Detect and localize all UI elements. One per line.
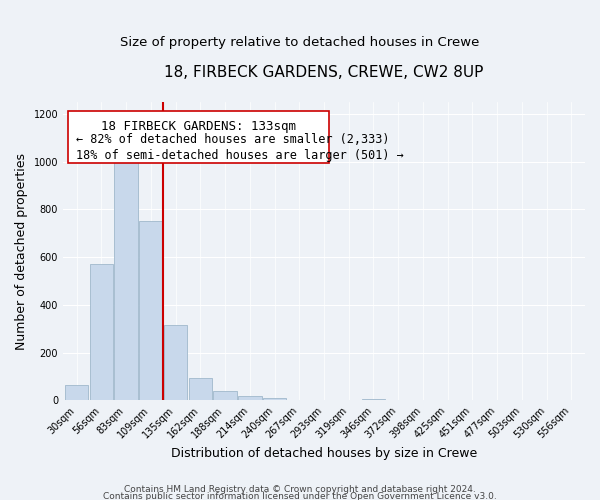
Bar bbox=[89, 264, 113, 400]
Text: Size of property relative to detached houses in Crewe: Size of property relative to detached ho… bbox=[121, 36, 479, 49]
FancyBboxPatch shape bbox=[68, 111, 329, 163]
Bar bbox=[362, 399, 385, 400]
Text: 18 FIRBECK GARDENS: 133sqm: 18 FIRBECK GARDENS: 133sqm bbox=[101, 120, 296, 133]
Bar bbox=[263, 398, 286, 400]
Bar bbox=[238, 396, 262, 400]
Bar bbox=[188, 378, 212, 400]
Bar bbox=[139, 222, 163, 400]
Bar bbox=[65, 385, 88, 400]
Text: 18% of semi-detached houses are larger (501) →: 18% of semi-detached houses are larger (… bbox=[76, 149, 404, 162]
Bar bbox=[164, 325, 187, 400]
Bar bbox=[115, 160, 138, 400]
Text: Contains public sector information licensed under the Open Government Licence v3: Contains public sector information licen… bbox=[103, 492, 497, 500]
Y-axis label: Number of detached properties: Number of detached properties bbox=[15, 152, 28, 350]
Text: ← 82% of detached houses are smaller (2,333): ← 82% of detached houses are smaller (2,… bbox=[76, 134, 389, 146]
X-axis label: Distribution of detached houses by size in Crewe: Distribution of detached houses by size … bbox=[171, 447, 477, 460]
Bar bbox=[214, 390, 237, 400]
Text: Contains HM Land Registry data © Crown copyright and database right 2024.: Contains HM Land Registry data © Crown c… bbox=[124, 484, 476, 494]
Title: 18, FIRBECK GARDENS, CREWE, CW2 8UP: 18, FIRBECK GARDENS, CREWE, CW2 8UP bbox=[164, 65, 484, 80]
